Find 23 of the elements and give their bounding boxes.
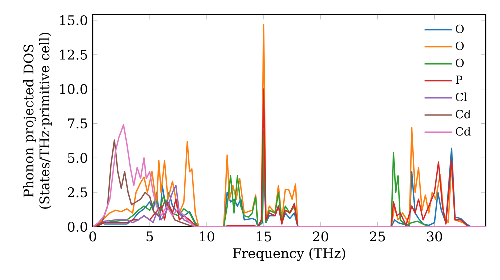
x-axis-title: Frequency (THz) (233, 248, 346, 262)
y-axis-title: Phonon projected DOS (States/THz·primitive cell) (23, 33, 52, 209)
legend-label: P (456, 76, 463, 84)
x-tick-label: 5 (146, 232, 154, 242)
y-tick-label: 15.0 (60, 15, 88, 26)
x-tick-label: 0 (90, 232, 96, 242)
x-tick-label: 15 (257, 232, 272, 242)
y-tick-label: 7.5 (68, 118, 88, 129)
y-tick-label: 5.0 (68, 153, 88, 164)
y-tick-label: 2.5 (68, 188, 88, 198)
x-tick-label: 30 (427, 232, 442, 242)
y-tick-label: 10.0 (60, 84, 88, 94)
legend-label: O (456, 58, 464, 68)
x-tick-label: 10 (200, 232, 214, 242)
legend-label: Cd (456, 110, 471, 119)
y-tick-label: 0.0 (68, 222, 88, 232)
legend-label: Cd (456, 127, 471, 136)
x-tick-label: 25 (370, 232, 386, 242)
x-tick-label: 20 (313, 232, 328, 242)
legend-label: O (456, 24, 464, 34)
legend-label: Cl (456, 92, 468, 102)
legend-label: O (456, 42, 464, 50)
y-tick-label: 12.5 (60, 50, 88, 60)
